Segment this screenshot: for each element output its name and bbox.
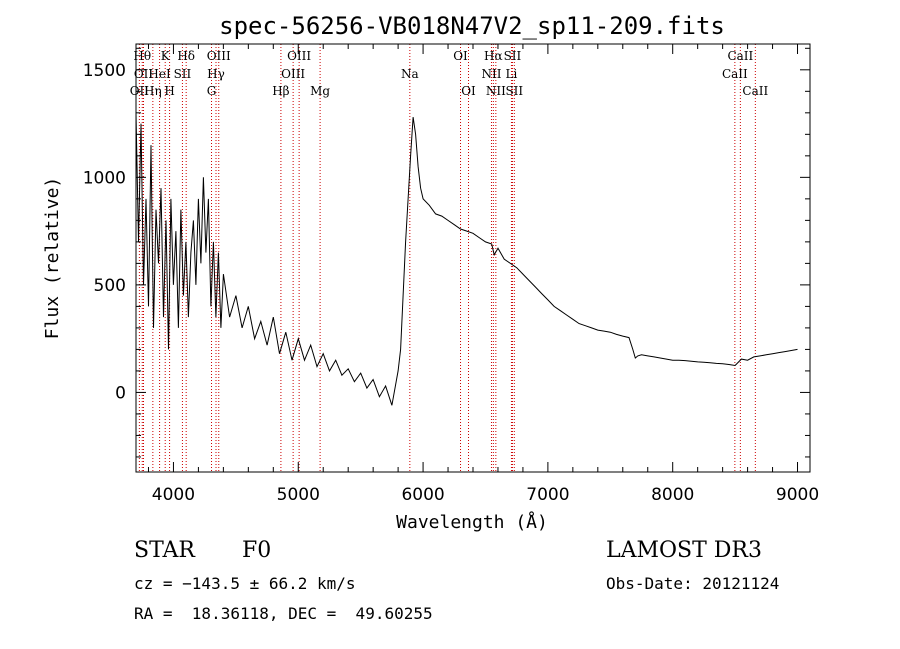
line-label-oiii: OIII — [207, 49, 231, 63]
line-label-nii: NII — [481, 67, 501, 81]
plot-frame — [135, 43, 811, 473]
line-label-caii: CaII — [722, 67, 748, 81]
y-tick-label: 0 — [115, 383, 126, 403]
line-label-hγ: Hγ — [207, 67, 225, 81]
line-label-hδ: Hδ — [177, 49, 195, 63]
line-label-sii: SII — [174, 67, 192, 81]
line-label-hη: Hη — [144, 84, 162, 98]
line-label-nii: NII — [486, 84, 506, 98]
observation-date: Obs-Date: 20121124 — [606, 574, 780, 593]
line-label-h: H — [164, 84, 174, 98]
line-label-oii: OII — [134, 67, 154, 81]
x-tick-label: 7000 — [526, 485, 569, 505]
line-label-li: Li — [506, 67, 518, 81]
x-tick-label: 5000 — [277, 485, 320, 505]
line-label-hθ: Hθ — [133, 49, 151, 63]
x-tick-label: 8000 — [651, 485, 694, 505]
line-label-oi: OI — [461, 84, 476, 98]
line-label-hβ: Hβ — [272, 84, 289, 98]
line-label-g: G — [207, 84, 217, 98]
spectral-line-markers — [138, 44, 756, 472]
line-label-caii: CaII — [742, 84, 768, 98]
line-label-oi: OI — [453, 49, 468, 63]
spectrum-chart: spec-56256-VB018N47V2_sp11-209.fits OIIH… — [42, 12, 819, 533]
x-tick-label: 9000 — [776, 485, 819, 505]
y-tick-label: 1500 — [83, 61, 126, 81]
x-axis-label: Wavelength (Å) — [396, 511, 548, 533]
coordinates-readout: RA = 18.36118, DEC = 49.60255 — [134, 604, 433, 623]
redshift-readout: cz = −143.5 ± 66.2 km/s — [134, 574, 356, 593]
line-label-hei: HeI — [148, 67, 171, 81]
y-axis-label: Flux (relative) — [42, 177, 63, 340]
line-label-oiii: OIII — [281, 67, 305, 81]
object-subclass: F0 — [242, 538, 272, 563]
x-tick-label: 4000 — [152, 485, 195, 505]
line-label-sii: SII — [504, 49, 522, 63]
survey-name: LAMOST DR3 — [606, 538, 762, 563]
spectrum-line — [135, 112, 798, 406]
line-label-k: K — [161, 49, 171, 63]
y-tick-label: 1000 — [83, 168, 126, 188]
line-label-caii: CaII — [727, 49, 753, 63]
spectral-line-labels: OIIHθOIIHηHeIKHSIIHδGHγOIIIHβOIIIOIIIMgN… — [130, 49, 769, 98]
line-label-oiii: OIII — [287, 49, 311, 63]
chart-title: spec-56256-VB018N47V2_sp11-209.fits — [219, 12, 725, 40]
object-class: STAR — [134, 538, 195, 563]
x-tick-label: 6000 — [401, 485, 444, 505]
line-label-mg: Mg — [310, 84, 330, 98]
line-label-hα: Hα — [484, 49, 503, 63]
line-label-na: Na — [401, 67, 419, 81]
axis-ticks: 4000 5000 6000 7000 8000 9000 0 500 1000 1500 — [83, 44, 819, 505]
line-label-sii: SII — [505, 84, 523, 98]
y-tick-label: 500 — [94, 276, 126, 296]
